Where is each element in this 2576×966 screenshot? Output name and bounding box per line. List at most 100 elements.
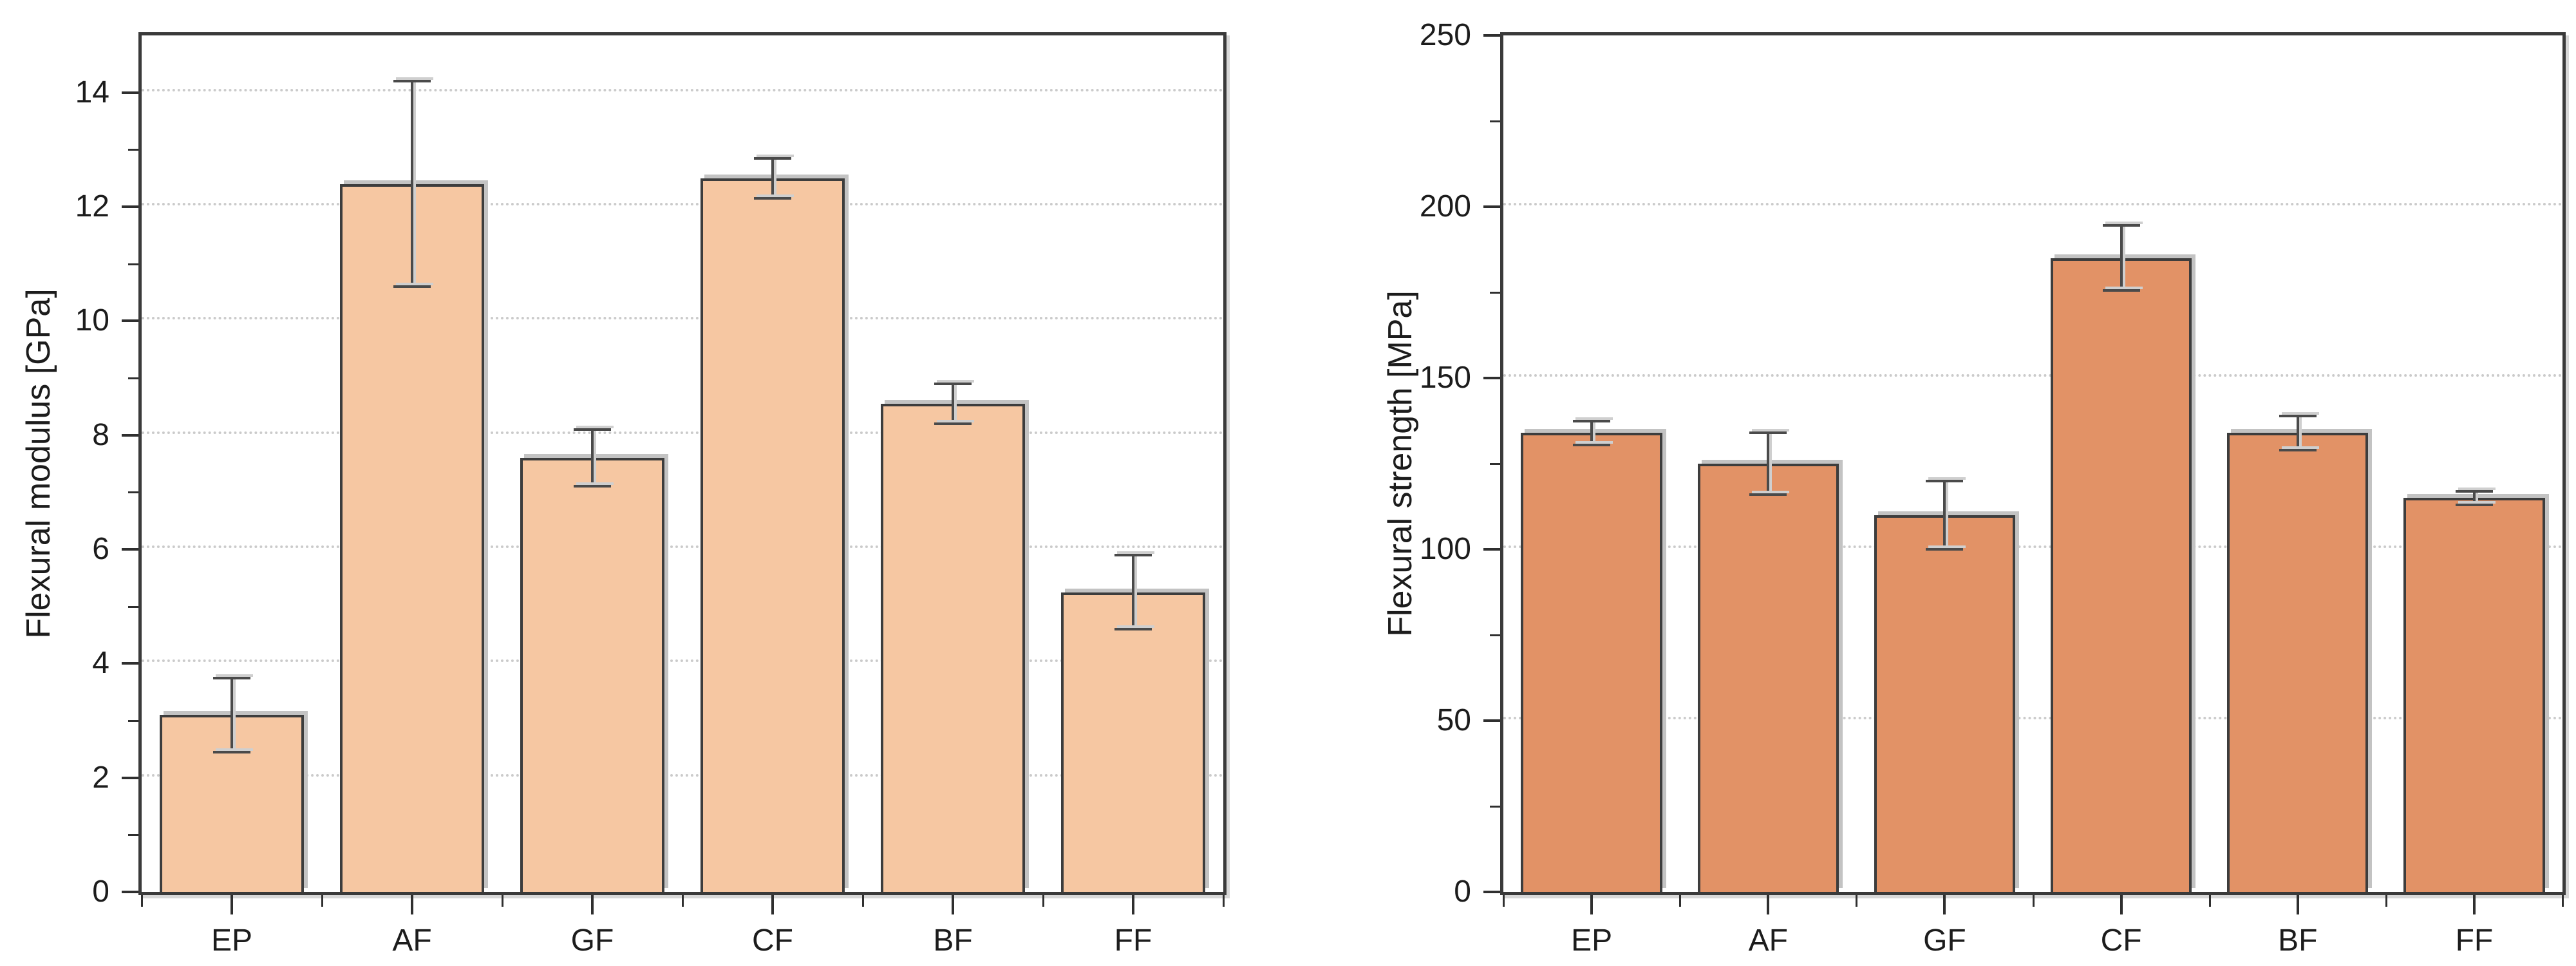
error-cap-top-CF (753, 156, 791, 160)
error-bar-FF (2472, 491, 2476, 505)
error-cap-bottom-BF (934, 422, 972, 425)
x-tick-label-FF: FF (2455, 923, 2494, 958)
y-minor-tick (128, 491, 138, 494)
y-tick-label: 0 (1454, 875, 1471, 909)
y-tick-label: 250 (1419, 18, 1471, 52)
error-cap-top-BF (2279, 414, 2317, 417)
gridline-y-10 (142, 317, 1223, 320)
bar-CF (700, 178, 845, 892)
x-major-tick-CF (2120, 895, 2123, 914)
x-tick-label-BF: BF (2278, 923, 2318, 958)
y-major-tick (1483, 34, 1500, 37)
y-tick-label: 12 (75, 189, 109, 223)
x-major-tick-BF (952, 895, 954, 914)
error-cap-bottom-CF (2102, 289, 2140, 292)
y-minor-tick (1490, 463, 1500, 465)
error-cap-top-EP (212, 676, 250, 679)
y-major-tick (122, 548, 138, 551)
x-tick-label-EP: EP (211, 923, 252, 958)
error-cap-top-GF (574, 428, 611, 431)
error-cap-bottom-GF (1926, 548, 1964, 551)
error-bar-GF (1943, 480, 1946, 549)
x-tick-label-AF: AF (1748, 923, 1788, 958)
flexural-strength-plot-area: Flexural strength [MPa] 0 50 100 150 200 250 E… (1382, 20, 2566, 956)
bar-GF (1874, 515, 2016, 892)
gridline-y-150 (1503, 374, 2562, 377)
error-cap-top-BF (934, 382, 972, 385)
x-major-tick-GF (1943, 895, 1946, 914)
gridline-y-4 (142, 659, 1223, 663)
x-minor-tick (1223, 895, 1225, 907)
gridline-y-6 (142, 545, 1223, 548)
x-minor-tick (2032, 895, 2035, 907)
y-major-tick (122, 205, 138, 208)
error-cap-bottom-AF (1749, 493, 1787, 496)
flexural-strength-panel: Flexural strength [MPa] 0 50 100 150 200 250 E… (1288, 0, 2576, 966)
x-minor-tick (321, 895, 323, 907)
bar-FF (1061, 592, 1205, 892)
y-minor-tick (128, 834, 138, 837)
x-major-tick-FF (2472, 895, 2476, 914)
x-minor-tick (141, 895, 143, 907)
y-tick-label: 14 (75, 75, 109, 109)
x-minor-tick (1503, 895, 1505, 907)
error-cap-top-FF (1114, 553, 1152, 556)
y-major-tick (1483, 891, 1500, 893)
error-cap-top-GF (1926, 479, 1964, 482)
error-cap-bottom-EP (1573, 443, 1611, 446)
bar-EP (1521, 433, 1662, 892)
error-bar-GF (591, 429, 594, 487)
y-tick-label: 100 (1419, 532, 1471, 566)
y-major-tick (122, 776, 138, 779)
error-cap-bottom-FF (1114, 628, 1152, 631)
x-minor-tick (682, 895, 684, 907)
y-major-tick (122, 91, 138, 94)
bar-BF (2227, 433, 2369, 892)
error-bar-CF (2120, 225, 2123, 291)
x-minor-tick (2385, 895, 2387, 907)
y-minor-tick (1490, 292, 1500, 294)
x-tick-label-AF: AF (392, 923, 432, 958)
y-axis-title: Flexural modulus [GPa] (20, 289, 57, 639)
x-minor-tick (1042, 895, 1044, 907)
y-major-tick (122, 319, 138, 323)
y-tick-label: 8 (92, 417, 109, 452)
x-major-tick-EP (1590, 895, 1594, 914)
x-tick-label-GF: GF (570, 923, 614, 958)
bar-FF (2403, 498, 2545, 892)
error-cap-top-AF (1749, 431, 1787, 435)
x-minor-tick (2208, 895, 2211, 907)
gridline-y-200 (1503, 203, 2562, 205)
y-major-tick (1483, 719, 1500, 722)
error-bar-AF (411, 80, 413, 287)
error-bar-AF (1767, 433, 1770, 495)
x-minor-tick (501, 895, 503, 907)
y-tick-label: 50 (1436, 703, 1471, 737)
y-tick-label: 4 (92, 646, 109, 681)
y-major-tick (122, 433, 138, 437)
flexural-modulus-panel: Flexural modulus [GPa] 0 2 4 6 8 10 12 14 EP AF GF… (20, 32, 1227, 958)
y-minor-tick (128, 720, 138, 722)
x-tick-label-CF: CF (2100, 923, 2142, 958)
gridline-y-50 (1503, 717, 2562, 719)
y-major-tick (1483, 377, 1500, 379)
x-tick-label-FF: FF (1114, 923, 1152, 958)
error-cap-top-AF (393, 79, 431, 82)
x-major-tick-BF (2296, 895, 2299, 914)
error-cap-top-CF (2102, 224, 2140, 227)
bar-AF (340, 184, 484, 892)
error-bar-EP (230, 677, 233, 752)
x-minor-tick (2562, 895, 2564, 907)
y-tick-label: 10 (75, 303, 109, 338)
y-minor-tick (1490, 634, 1500, 636)
gridline-y-12 (142, 203, 1223, 205)
y-major-tick (1483, 548, 1500, 551)
y-tick-label: 200 (1419, 189, 1471, 223)
x-minor-tick (1679, 895, 1682, 907)
bar-AF (1697, 464, 1839, 892)
error-cap-top-FF (2455, 489, 2493, 493)
x-tick-label-GF: GF (1923, 923, 1966, 958)
x-major-tick-GF (591, 895, 594, 914)
bar-BF (881, 403, 1025, 892)
